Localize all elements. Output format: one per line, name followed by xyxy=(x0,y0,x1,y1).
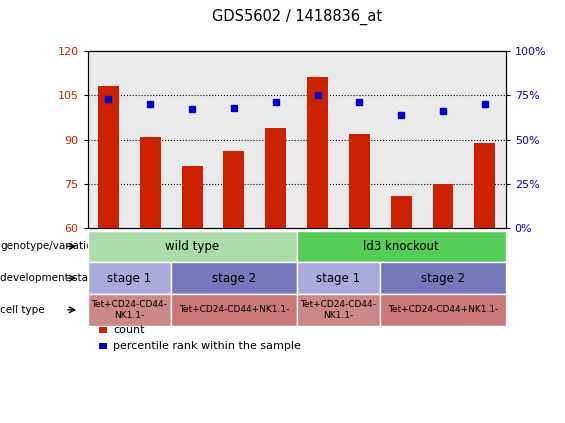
Bar xyxy=(224,151,244,228)
Bar xyxy=(475,143,496,228)
Bar xyxy=(129,51,171,228)
Text: count: count xyxy=(113,325,145,335)
Bar xyxy=(182,166,202,228)
Bar xyxy=(349,134,370,228)
Bar xyxy=(307,77,328,228)
Bar xyxy=(297,51,338,228)
Bar xyxy=(88,51,129,228)
Bar xyxy=(391,196,412,228)
Bar xyxy=(422,51,464,228)
Bar xyxy=(464,51,506,228)
Text: Tet+CD24-CD44-
NK1.1-: Tet+CD24-CD44- NK1.1- xyxy=(92,300,167,319)
Bar xyxy=(98,86,119,228)
Text: wild type: wild type xyxy=(165,240,219,253)
Bar xyxy=(255,51,297,228)
Text: cell type: cell type xyxy=(0,305,45,315)
Bar xyxy=(213,51,255,228)
Text: stage 2: stage 2 xyxy=(421,272,465,285)
Text: ld3 knockout: ld3 knockout xyxy=(363,240,439,253)
Bar xyxy=(338,51,380,228)
Text: stage 2: stage 2 xyxy=(212,272,256,285)
Text: stage 1: stage 1 xyxy=(316,272,360,285)
Bar xyxy=(171,51,213,228)
Text: development stage: development stage xyxy=(0,273,101,283)
Text: genotype/variation: genotype/variation xyxy=(0,242,99,251)
Bar xyxy=(266,128,286,228)
Text: stage 1: stage 1 xyxy=(107,272,151,285)
Text: GDS5602 / 1418836_at: GDS5602 / 1418836_at xyxy=(211,9,382,25)
Text: Tet+CD24-CD44+NK1.1-: Tet+CD24-CD44+NK1.1- xyxy=(388,305,498,314)
Text: percentile rank within the sample: percentile rank within the sample xyxy=(113,341,301,351)
Text: Tet+CD24-CD44+NK1.1-: Tet+CD24-CD44+NK1.1- xyxy=(179,305,289,314)
Bar xyxy=(380,51,422,228)
Bar xyxy=(140,137,161,228)
Bar xyxy=(433,184,453,228)
Text: Tet+CD24-CD44-
NK1.1-: Tet+CD24-CD44- NK1.1- xyxy=(301,300,376,319)
